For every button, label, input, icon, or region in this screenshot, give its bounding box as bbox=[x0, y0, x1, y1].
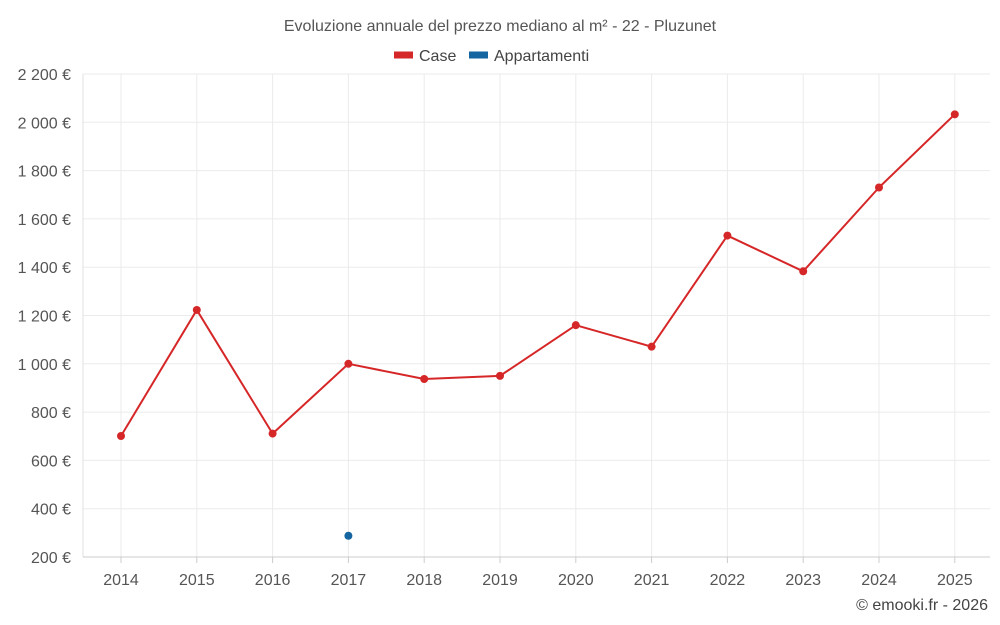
y-tick-label: 1 000 € bbox=[18, 357, 71, 374]
x-tick-label: 2017 bbox=[331, 572, 367, 589]
credit-text: © emooki.fr - 2026 bbox=[856, 597, 988, 614]
y-tick-label: 1 400 € bbox=[18, 260, 71, 277]
data-point-case-2025[interactable] bbox=[950, 110, 959, 119]
data-point-case-2024[interactable] bbox=[875, 183, 883, 192]
y-tick-label: 1 600 € bbox=[18, 212, 71, 229]
data-point-case-2022[interactable] bbox=[723, 231, 732, 240]
data-point-appartamenti-2017[interactable] bbox=[344, 531, 353, 540]
series bbox=[117, 110, 959, 540]
x-tick-label: 2020 bbox=[558, 572, 594, 589]
data-point-case-2023[interactable] bbox=[799, 267, 808, 276]
x-tick-label: 2016 bbox=[255, 572, 291, 589]
data-point-case-2016[interactable] bbox=[268, 429, 277, 438]
data-point-case-2018[interactable] bbox=[420, 375, 429, 384]
y-tick-label: 2 200 € bbox=[18, 67, 71, 84]
legend-label-appartamenti: Appartamenti bbox=[494, 48, 589, 65]
y-tick-label: 600 € bbox=[31, 453, 71, 470]
legend-item-appartamenti[interactable]: Appartamenti bbox=[469, 48, 589, 65]
data-point-case-2021[interactable] bbox=[647, 342, 656, 351]
legend-item-case[interactable]: Case bbox=[394, 48, 456, 65]
x-tick-label: 2025 bbox=[937, 572, 973, 589]
legend: Case Appartamenti bbox=[394, 48, 589, 65]
y-tick-label: 200 € bbox=[31, 550, 71, 567]
y-tick-label: 2 000 € bbox=[18, 115, 71, 132]
legend-swatch-appartamenti bbox=[469, 51, 488, 59]
data-point-case-2017[interactable] bbox=[344, 359, 353, 368]
y-tick-label: 1 200 € bbox=[18, 309, 71, 326]
x-tick-label: 2019 bbox=[482, 572, 518, 589]
x-tick-label: 2021 bbox=[634, 572, 670, 589]
data-point-case-2019[interactable] bbox=[496, 371, 504, 380]
x-tick-label: 2024 bbox=[861, 572, 897, 589]
series-line-case bbox=[120, 113, 956, 437]
y-tick-label: 400 € bbox=[31, 502, 71, 519]
x-tick-label: 2018 bbox=[406, 572, 442, 589]
data-point-case-2020[interactable] bbox=[571, 321, 580, 330]
x-tick-label: 2014 bbox=[103, 572, 139, 589]
y-tick-label: 800 € bbox=[31, 405, 71, 422]
gridlines bbox=[83, 73, 990, 558]
x-tick-label: 2023 bbox=[785, 572, 821, 589]
legend-swatch-case bbox=[394, 51, 413, 59]
data-point-case-2014[interactable] bbox=[117, 432, 125, 441]
chart-title: Evoluzione annuale del prezzo mediano al… bbox=[284, 18, 717, 35]
legend-label-case: Case bbox=[419, 48, 456, 65]
y-tick-label: 1 800 € bbox=[18, 164, 71, 181]
data-point-case-2015[interactable] bbox=[192, 305, 201, 314]
axes: 200 € 400 € 600 € 800 € 1 000 € 1 200 € 1 400 … bbox=[18, 67, 990, 589]
x-tick-label: 2015 bbox=[179, 572, 215, 589]
x-tick-label: 2022 bbox=[710, 572, 746, 589]
